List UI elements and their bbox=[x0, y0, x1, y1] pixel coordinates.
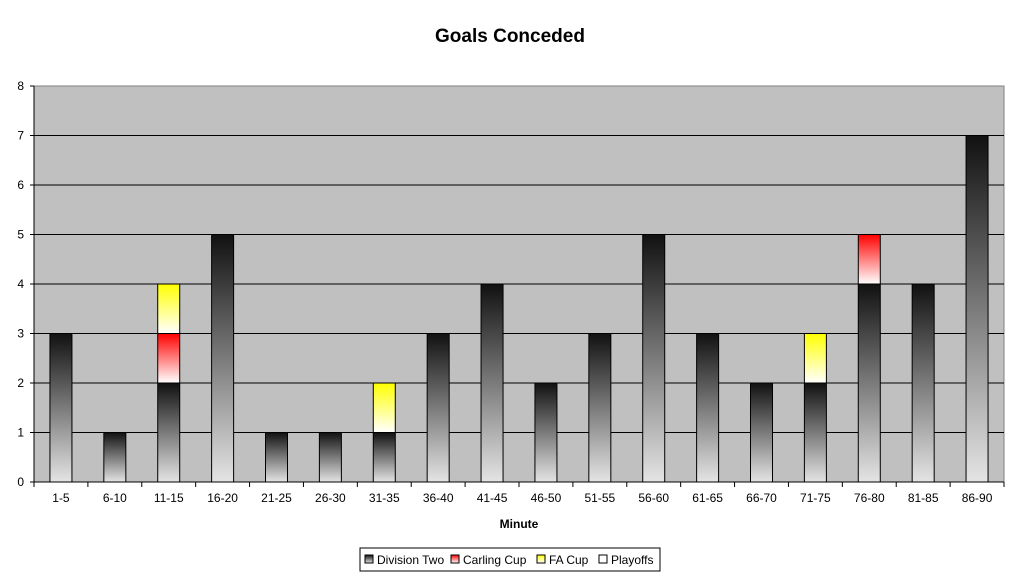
y-tick-label: 6 bbox=[17, 178, 24, 192]
bar-segment bbox=[480, 283, 504, 483]
gridlines bbox=[34, 135, 1004, 433]
legend-swatch bbox=[364, 554, 374, 564]
chart-title: Goals Conceded bbox=[435, 26, 585, 47]
bar-segment bbox=[534, 382, 558, 483]
bar-segment bbox=[49, 333, 73, 483]
legend-swatch bbox=[450, 554, 460, 564]
legend-swatch bbox=[536, 554, 546, 564]
x-tick-label: 51-55 bbox=[584, 491, 615, 505]
legend-label: Division Two bbox=[377, 553, 444, 567]
x-tick-label: 71-75 bbox=[800, 491, 831, 505]
x-tick-label: 31-35 bbox=[369, 491, 400, 505]
x-tick-label: 6-10 bbox=[103, 491, 127, 505]
bar-segment bbox=[372, 432, 396, 483]
y-tick-label: 7 bbox=[17, 129, 24, 143]
y-axis: 0 1 2 3 4 5 6 7 8 bbox=[17, 79, 35, 489]
x-tick-label: 26-30 bbox=[315, 491, 346, 505]
x-tick-label: 36-40 bbox=[423, 491, 454, 505]
bar-segment bbox=[103, 432, 127, 483]
legend-label: Playoffs bbox=[611, 553, 653, 567]
x-tick-label: 46-50 bbox=[531, 491, 562, 505]
x-axis: 1-5 6-10 11-15 16-20 21-25 26-30 31-35 36-40 41-… bbox=[33, 481, 1005, 505]
bar-segment bbox=[157, 283, 181, 334]
x-tick-label: 41-45 bbox=[477, 491, 508, 505]
bar-segment bbox=[372, 382, 396, 433]
bar-segment bbox=[318, 432, 342, 483]
y-tick-label: 4 bbox=[17, 277, 24, 291]
y-tick-label: 1 bbox=[17, 426, 24, 440]
x-tick-label: 21-25 bbox=[261, 491, 292, 505]
bar-segment bbox=[588, 333, 612, 483]
y-tick-label: 8 bbox=[17, 79, 24, 93]
bars bbox=[49, 135, 989, 483]
x-tick-label: 11-15 bbox=[154, 491, 184, 505]
x-tick-label: 76-80 bbox=[854, 491, 885, 505]
bar-segment bbox=[911, 283, 935, 483]
y-tick-label: 0 bbox=[17, 475, 24, 489]
legend-swatch bbox=[598, 554, 608, 564]
y-tick-label: 3 bbox=[17, 327, 24, 341]
bar-segment bbox=[857, 283, 881, 483]
x-tick-label: 86-90 bbox=[962, 491, 993, 505]
bar-segment bbox=[642, 234, 666, 483]
x-tick-label: 61-65 bbox=[692, 491, 723, 505]
legend-label: FA Cup bbox=[549, 553, 589, 567]
x-axis-title: Minute bbox=[500, 517, 539, 531]
y-tick-label: 2 bbox=[17, 376, 24, 390]
bar-segment bbox=[965, 135, 989, 483]
x-tick-label: 81-85 bbox=[908, 491, 939, 505]
bar-segment bbox=[426, 333, 450, 483]
x-tick-label: 66-70 bbox=[746, 491, 777, 505]
legend: Division Two Carling Cup FA Cup Playoffs bbox=[359, 547, 661, 572]
y-tick-label: 5 bbox=[17, 228, 24, 242]
bar-segment bbox=[750, 382, 773, 483]
legend-box bbox=[359, 547, 661, 572]
bar-segment bbox=[157, 382, 181, 483]
bar-segment bbox=[857, 234, 881, 285]
bar-segment bbox=[211, 234, 235, 483]
bar-segment bbox=[157, 333, 181, 384]
x-tick-label: 16-20 bbox=[207, 491, 238, 505]
bar-segment bbox=[803, 333, 827, 384]
bar-segment bbox=[803, 382, 827, 483]
x-tick-label: 1-5 bbox=[52, 491, 70, 505]
bar-segment bbox=[696, 333, 720, 483]
bar-segment bbox=[265, 432, 288, 483]
x-tick-label: 56-60 bbox=[638, 491, 669, 505]
legend-label: Carling Cup bbox=[463, 553, 527, 567]
